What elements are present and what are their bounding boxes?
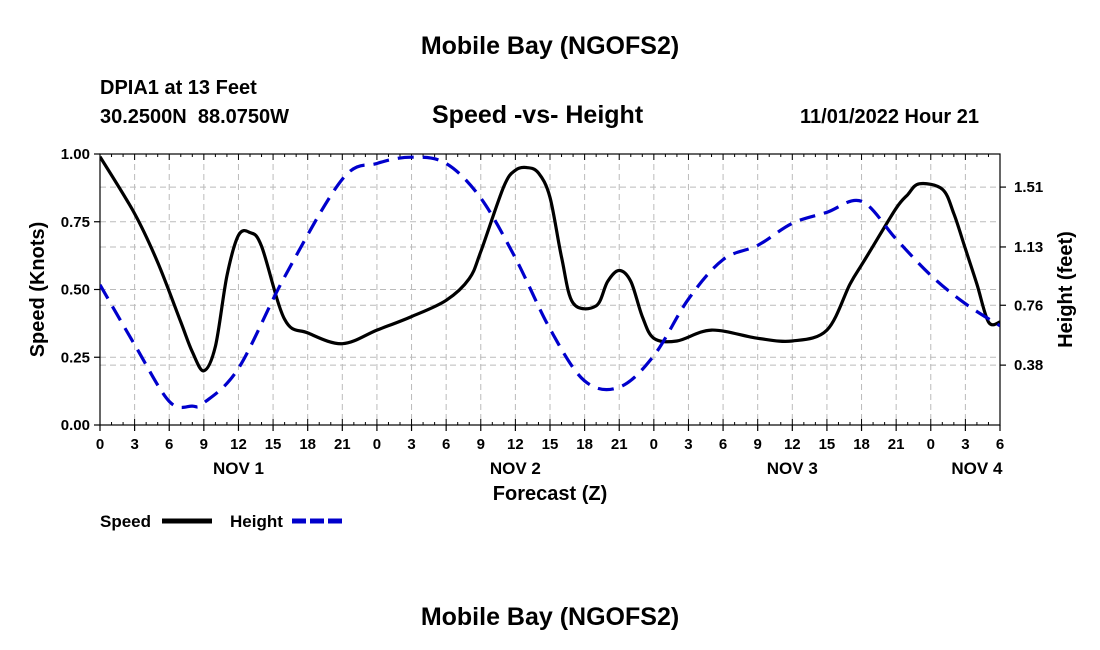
series-line-height [100, 155, 1000, 410]
x-tick-label: 18 [299, 436, 316, 453]
y2-tick-label: 0.76 [1014, 297, 1043, 314]
y-tick-label: 0.25 [61, 349, 90, 366]
x-tick-label: 0 [96, 436, 104, 453]
x-tick-label: 6 [442, 436, 450, 453]
x-axis-label: Forecast (Z) [493, 483, 607, 505]
x-tick-label: 12 [784, 436, 801, 453]
x-tick-label: 6 [996, 436, 1004, 453]
y2-tick-label: 0.38 [1014, 357, 1043, 374]
legend-label-speed: Speed [100, 512, 151, 531]
chart-subtitle: Speed -vs- Height [432, 101, 644, 129]
station-label: DPIA1 at 13 Feet [100, 77, 257, 99]
day-label: NOV 1 [213, 459, 264, 478]
x-tick-label: 9 [754, 436, 762, 453]
x-tick-label: 6 [719, 436, 727, 453]
station-coordinates: 30.2500N 88.0750W [100, 106, 290, 128]
x-tick-label: 21 [334, 436, 351, 453]
footer-title: Mobile Bay (NGOFS2) [420, 603, 680, 631]
y2-tick-label: 1.13 [1014, 239, 1043, 256]
x-tick-label: 0 [373, 436, 381, 453]
x-tick-label: 18 [576, 436, 593, 453]
day-label: NOV 4 [951, 459, 1003, 478]
forecast-timestamp: 11/01/2022 Hour 21 [800, 106, 980, 128]
legend-label-height: Height [230, 512, 283, 531]
chart-main-title: Mobile Bay (NGOFS2) [420, 32, 680, 60]
x-tick-label: 9 [200, 436, 208, 453]
y-tick-label: 1.00 [61, 146, 90, 163]
day-label: NOV 2 [490, 459, 541, 478]
y2-axis-label: Height (feet) [1055, 231, 1077, 348]
y-tick-label: 0.50 [61, 282, 90, 299]
x-tick-label: 0 [927, 436, 935, 453]
x-tick-label: 6 [165, 436, 173, 453]
x-tick-label: 21 [888, 436, 905, 453]
x-tick-label: 3 [961, 436, 969, 453]
x-tick-label: 15 [542, 436, 559, 453]
y2-tick-label: 1.51 [1014, 179, 1043, 196]
x-tick-label: 18 [853, 436, 870, 453]
day-label: NOV 3 [767, 459, 818, 478]
x-tick-label: 3 [407, 436, 415, 453]
x-tick-label: 21 [611, 436, 628, 453]
x-tick-label: 0 [650, 436, 658, 453]
x-tick-label: 15 [819, 436, 836, 453]
series-line-speed [100, 155, 1000, 373]
x-tick-label: 9 [477, 436, 485, 453]
x-tick-label: 3 [130, 436, 138, 453]
y-tick-label: 0.00 [61, 417, 90, 434]
y-axis-label: Speed (Knots) [27, 222, 49, 358]
x-tick-label: 12 [507, 436, 524, 453]
x-tick-label: 3 [684, 436, 692, 453]
x-tick-label: 12 [230, 436, 247, 453]
x-tick-label: 15 [265, 436, 282, 453]
y-tick-label: 0.75 [61, 214, 90, 231]
